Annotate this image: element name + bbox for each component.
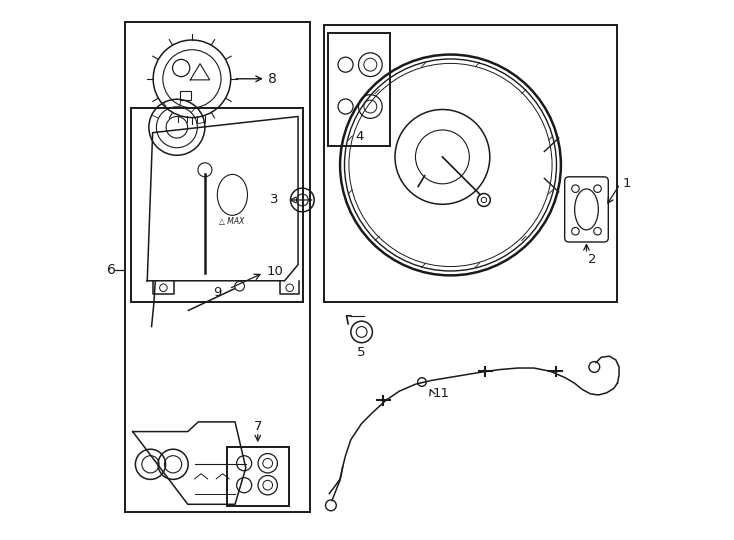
- Bar: [328, 33, 390, 146]
- Bar: [324, 25, 617, 302]
- Text: 8: 8: [269, 72, 277, 86]
- Text: 7: 7: [253, 420, 262, 433]
- Bar: [180, 91, 191, 100]
- Text: 4: 4: [355, 130, 363, 143]
- Bar: [125, 22, 310, 512]
- Text: 9: 9: [213, 286, 222, 299]
- Text: 10: 10: [266, 265, 283, 278]
- Text: △ MAX: △ MAX: [219, 218, 244, 226]
- Text: 1: 1: [623, 177, 631, 190]
- Text: 6: 6: [107, 263, 116, 277]
- Text: 5: 5: [357, 346, 366, 359]
- Bar: [227, 447, 288, 506]
- Bar: [131, 109, 303, 302]
- Text: 2: 2: [588, 253, 596, 266]
- Text: 11: 11: [433, 387, 450, 400]
- Text: 3: 3: [269, 193, 278, 206]
